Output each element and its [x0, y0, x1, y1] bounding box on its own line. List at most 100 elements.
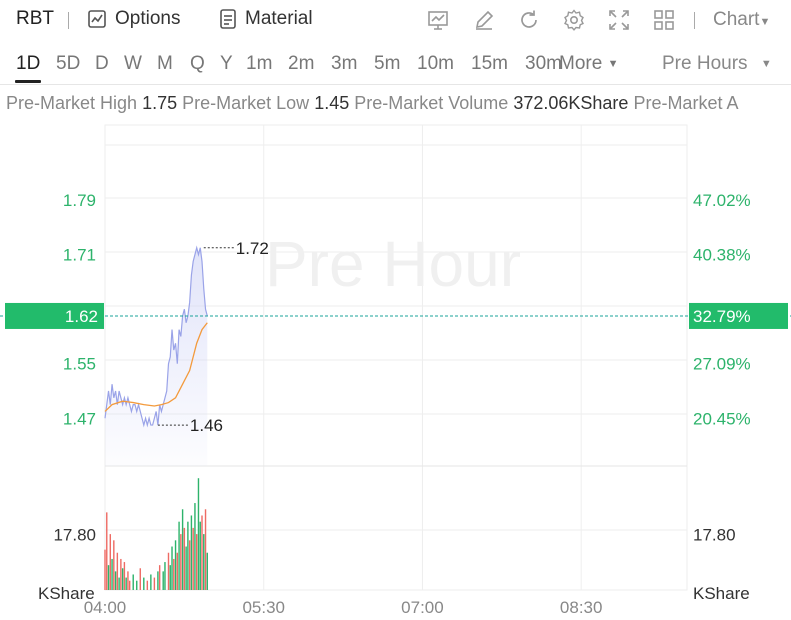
caret-down-icon: ▼ [759, 16, 771, 28]
price-area-fill [105, 247, 208, 466]
price-tick-label: 1.71 [63, 246, 96, 265]
volume-bar [128, 580, 131, 590]
premarket-stats: Pre-Market High 1.75 Pre-Market Low 1.45… [6, 93, 738, 114]
tab-y[interactable]: Y [220, 53, 233, 74]
volume-bar [180, 534, 182, 590]
volume-bar [153, 577, 156, 590]
volume-bar [199, 521, 201, 590]
volume-bar [139, 568, 141, 590]
volume-bar [206, 552, 208, 590]
tab-3m[interactable]: 3m [331, 53, 358, 74]
time-tick-label: 05:30 [242, 598, 285, 617]
caret-down-icon: ▼ [760, 58, 772, 70]
session-dropdown[interactable]: Pre Hours ▼ [662, 53, 772, 75]
volume-bar [173, 558, 175, 590]
volume-bar [121, 568, 124, 590]
tab-w[interactable]: W [124, 53, 142, 74]
indicator-icon[interactable] [426, 8, 450, 32]
volume-bar [136, 580, 138, 590]
volume-bar [111, 558, 113, 590]
toolbar-separator [694, 12, 695, 29]
volume-bar [188, 540, 191, 590]
refresh-icon[interactable] [517, 8, 541, 32]
high-value: 1.75 [142, 93, 178, 113]
period-tabs: 1D 5D D W M Q Y 1m 2m 3m 5m 10m 15m 30m … [0, 42, 791, 85]
percent-tick-label: 47.02% [693, 191, 751, 210]
low-annotation: 1.46 [190, 416, 223, 435]
more-dropdown[interactable]: More ▼ [559, 53, 618, 75]
volume-bar [157, 571, 159, 590]
active-tab-indicator [15, 80, 41, 83]
price-tick-label: 1.79 [63, 191, 96, 210]
low-label: Pre-Market Low [182, 93, 310, 113]
price-annotations: 1.72 1.46 [157, 239, 269, 435]
volume-bar [190, 515, 193, 590]
price-line [104, 245, 208, 428]
volume-tick-label: 17.80 [53, 526, 96, 545]
volume-bar [114, 571, 117, 590]
volume-bar [109, 534, 111, 590]
time-tick-label: 04:00 [84, 598, 127, 617]
tab-2m[interactable]: 2m [288, 53, 315, 74]
volume-label: Pre-Market Volume [354, 93, 509, 113]
volume-bar [176, 552, 179, 590]
stock-symbol: RBT [16, 8, 54, 29]
time-tick-label: 08:30 [560, 598, 603, 617]
tab-15m[interactable]: 15m [471, 53, 508, 74]
volume-unit-label-right: KShare [693, 584, 750, 603]
price-tick-label: 1.47 [63, 409, 96, 428]
tab-1d[interactable]: 1D [16, 53, 41, 74]
toolbar-separator [68, 12, 69, 29]
volume-bars [104, 478, 208, 590]
volume-bar [158, 565, 161, 590]
draw-pen-icon[interactable] [472, 8, 496, 32]
volume-bar [125, 577, 127, 590]
current-price-badge [5, 302, 104, 329]
average-price-line [104, 322, 208, 412]
options-button[interactable]: Options [87, 8, 180, 30]
volume-bar [150, 574, 152, 590]
volume-bar [118, 577, 120, 590]
material-button[interactable]: Material [219, 8, 313, 30]
volume-tick-label-right: 17.80 [693, 526, 736, 545]
price-area [105, 247, 208, 466]
price-tick-label: 1.55 [63, 355, 96, 374]
time-tick-label: 07:00 [401, 598, 444, 617]
percent-tick-label: 40.38% [693, 246, 751, 265]
volume-bar [201, 515, 203, 590]
current-percent-label: 32.79% [693, 307, 751, 326]
volume-bar [197, 478, 200, 590]
tab-d[interactable]: D [95, 53, 109, 74]
volume-bar [183, 527, 186, 590]
volume-bar [120, 558, 122, 590]
volume-bar [162, 571, 164, 590]
tab-1m[interactable]: 1m [246, 53, 273, 74]
current-percent-badge [689, 302, 788, 329]
tab-10m[interactable]: 10m [417, 53, 454, 74]
tab-30m[interactable]: 30m [525, 53, 561, 74]
current-price-label: 1.62 [65, 307, 98, 326]
session-label: Pre Hours [662, 53, 748, 74]
watermark: Pre Hour [265, 228, 521, 300]
layout-grid-icon[interactable] [652, 8, 676, 32]
volume-bar [107, 565, 110, 590]
chart-type-dropdown[interactable]: Chart▼ [713, 9, 770, 31]
volume-bar [185, 546, 187, 590]
volume-bar [106, 512, 108, 590]
material-label: Material [245, 8, 313, 29]
more-label: More [559, 53, 603, 74]
volume-bar [194, 503, 196, 590]
document-icon [220, 9, 236, 29]
chart-axes: 1.79 47.02% 1.71 40.38% 1.55 27.09% 1.47 20.45%… [38, 191, 751, 617]
tab-m[interactable]: M [157, 53, 173, 74]
options-label: Options [115, 8, 181, 29]
gear-icon[interactable] [562, 8, 586, 32]
volume-bar [143, 577, 145, 590]
average-label: Pre-Market A [633, 93, 739, 113]
tab-5m[interactable]: 5m [374, 53, 401, 74]
tab-q[interactable]: Q [190, 53, 205, 74]
fullscreen-icon[interactable] [607, 8, 631, 32]
tab-5d[interactable]: 5D [56, 53, 81, 74]
volume-bar [204, 509, 207, 590]
